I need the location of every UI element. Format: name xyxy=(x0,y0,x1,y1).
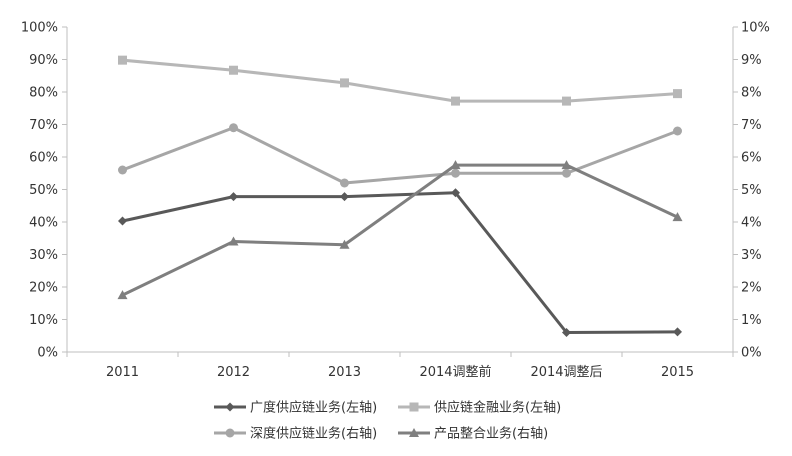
left-tick-label: 50% xyxy=(29,183,58,198)
data-point xyxy=(117,290,128,300)
data-point xyxy=(451,188,460,198)
right-tick-label: 1% xyxy=(741,313,762,328)
right-tick-label: 5% xyxy=(741,183,762,198)
data-point xyxy=(340,78,349,88)
legend-marker-icon xyxy=(409,428,419,437)
right-tick-label: 10% xyxy=(741,21,770,36)
legend-marker-icon xyxy=(409,402,419,412)
data-point xyxy=(339,239,350,249)
legend-label: 产品整合业务(右轴) xyxy=(434,426,548,442)
data-point xyxy=(340,178,349,188)
series-product-integration xyxy=(117,160,683,300)
legend-item-supply-chain-finance: 供应链金融业务(左轴) xyxy=(398,400,561,416)
data-point xyxy=(228,236,239,246)
left-tick-label: 0% xyxy=(37,346,58,361)
legend-item-breadth-supply-chain: 广度供应链业务(左轴) xyxy=(214,400,377,416)
left-tick-label: 60% xyxy=(29,151,58,166)
data-point xyxy=(229,123,238,133)
right-tick-label: 7% xyxy=(741,118,762,133)
legend-label: 广度供应链业务(左轴) xyxy=(250,400,377,416)
left-tick-label: 20% xyxy=(29,281,58,296)
left-tick-label: 30% xyxy=(29,248,58,263)
data-point xyxy=(562,168,571,178)
series-line xyxy=(122,191,678,334)
data-point xyxy=(229,192,238,202)
series-line xyxy=(122,58,678,103)
series-supply-chain-finance xyxy=(118,55,682,106)
right-tick-label: 6% xyxy=(741,151,762,166)
data-point xyxy=(673,327,682,337)
legend-marker-icon xyxy=(225,402,235,412)
legend-label: 供应链金融业务(左轴) xyxy=(434,400,561,416)
series-breadth-supply-chain xyxy=(118,188,682,337)
x-tick-label: 2012 xyxy=(217,365,250,380)
data-point xyxy=(451,168,460,178)
x-tick-label: 2011 xyxy=(106,365,139,380)
x-tick-label: 2015 xyxy=(661,365,694,380)
left-tick-label: 10% xyxy=(29,313,58,328)
axes-group: 0% 10% 20% 30% 40% 50% 60% 70% 80% 90% 100% 0% 1% 2% 3… xyxy=(21,21,770,381)
series-depth-supply-chain xyxy=(118,123,682,188)
left-tick-label: 70% xyxy=(29,118,58,133)
right-tick-label: 8% xyxy=(741,86,762,101)
legend: 广度供应链业务(左轴) 供应链金融业务(左轴) 深度供应链业务(右轴) 产品整合业务(… xyxy=(214,400,561,442)
left-tick-label: 80% xyxy=(29,86,58,101)
x-tick-label: 2014调整前 xyxy=(419,364,491,380)
data-point xyxy=(340,192,349,202)
legend-item-product-integration: 产品整合业务(右轴) xyxy=(398,426,548,442)
right-tick-label: 4% xyxy=(741,216,762,231)
right-tick-label: 2% xyxy=(741,281,762,296)
data-point xyxy=(673,126,682,136)
data-point xyxy=(562,96,571,106)
left-tick-label: 100% xyxy=(21,21,58,36)
series-line xyxy=(121,126,679,185)
x-tick-label: 2014调整后 xyxy=(530,365,602,380)
right-tick-label: 0% xyxy=(741,346,762,361)
data-point xyxy=(229,65,238,75)
x-tick-label: 2013 xyxy=(328,365,361,380)
legend-marker-icon xyxy=(225,428,235,438)
series-group xyxy=(117,55,683,337)
left-tick-label: 90% xyxy=(29,53,58,68)
series-line xyxy=(121,163,679,297)
data-point xyxy=(562,328,571,337)
left-tick-label: 40% xyxy=(29,216,58,231)
right-tick-label: 9% xyxy=(741,53,762,68)
data-point xyxy=(673,89,682,99)
legend-item-depth-supply-chain: 深度供应链业务(右轴) xyxy=(214,426,377,442)
legend-label: 深度供应链业务(右轴) xyxy=(250,426,377,442)
data-point xyxy=(118,55,127,65)
data-point xyxy=(450,160,461,170)
data-point xyxy=(118,216,127,226)
data-point xyxy=(118,165,127,175)
data-point xyxy=(561,160,572,170)
data-point xyxy=(451,96,460,106)
right-tick-label: 3% xyxy=(741,248,762,263)
data-point xyxy=(672,212,683,222)
